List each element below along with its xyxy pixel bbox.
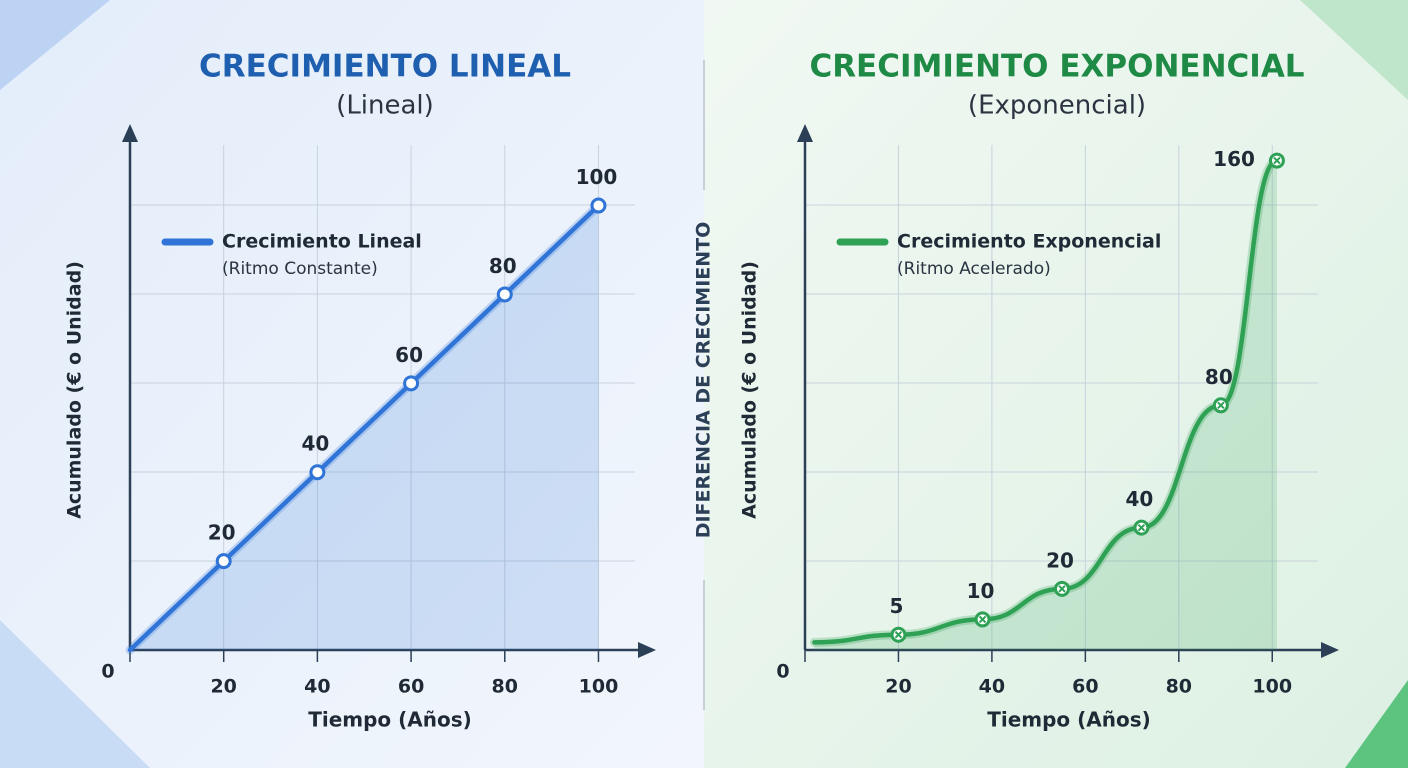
point [309,464,326,481]
data-label: 5 [889,594,903,618]
data-label: 40 [1126,487,1154,511]
y-axis-arrow [122,124,138,142]
x-tick-label: 0 [776,661,789,683]
legend-label: Crecimiento Exponencial [897,231,1161,253]
data-label: 10 [967,579,995,603]
legend-description: (Ritmo Acelerado) [897,259,1051,279]
area [814,160,1277,650]
line [812,158,1280,645]
point-cross [894,630,903,639]
x-axis-arrow [638,642,656,658]
point-cross [978,615,987,624]
data-label: 60 [395,343,423,367]
x-axis-label: Tiempo (Años) [987,708,1151,732]
chart-subtitle: (Exponencial) [968,91,1146,121]
data-label: 80 [1205,365,1233,389]
chart-subtitle: (Lineal) [336,91,434,121]
x-tick-label: 0 [101,661,114,683]
x-tick-label: 20 [210,676,236,698]
data-label: 40 [301,432,329,456]
y-axis-label: Acumulado (€ o Unidad) [739,261,761,519]
x-axis-label: Tiempo (Años) [308,708,472,732]
y-axis-label: Acumulado (€ o Unidad) [64,261,86,519]
x-tick-label: 100 [579,676,619,698]
point [215,553,232,570]
point [403,375,420,392]
divider-label: DIFERENCIA DE CRECIMIENTO [693,222,715,539]
x-tick-label: 40 [979,676,1005,698]
corner-decoration [1345,680,1408,768]
data-label: 20 [1046,548,1074,572]
x-tick-label: 20 [885,676,911,698]
point [496,286,513,303]
data-label: 160 [1213,147,1255,171]
chart-title: CRECIMIENTO EXPONENCIAL [809,49,1304,85]
x-tick-label: 60 [1072,676,1098,698]
x-tick-label: 80 [492,676,518,698]
chart-title: CRECIMIENTO LINEAL [199,49,571,85]
corner-decoration [0,620,150,768]
point-cross [1217,401,1225,410]
data-label: 80 [489,254,517,278]
point-cross [1273,156,1281,165]
line [127,203,601,653]
x-tick-label: 100 [1252,676,1292,698]
left-panel [0,0,704,768]
data-label: 100 [576,165,618,189]
x-tick-label: 40 [304,676,330,698]
x-tick-label: 80 [1166,676,1192,698]
legend-label: Crecimiento Lineal [222,231,422,253]
y-axis-arrow [797,124,813,142]
corner-decoration [0,0,110,90]
legend-description: (Ritmo Constante) [222,259,378,279]
data-label: 20 [208,521,236,545]
point-cross [1058,585,1066,593]
x-axis-arrow [1321,642,1339,658]
point [590,197,607,214]
point-cross [1137,523,1146,532]
x-tick-label: 60 [398,676,424,698]
corner-decoration [1300,0,1408,100]
